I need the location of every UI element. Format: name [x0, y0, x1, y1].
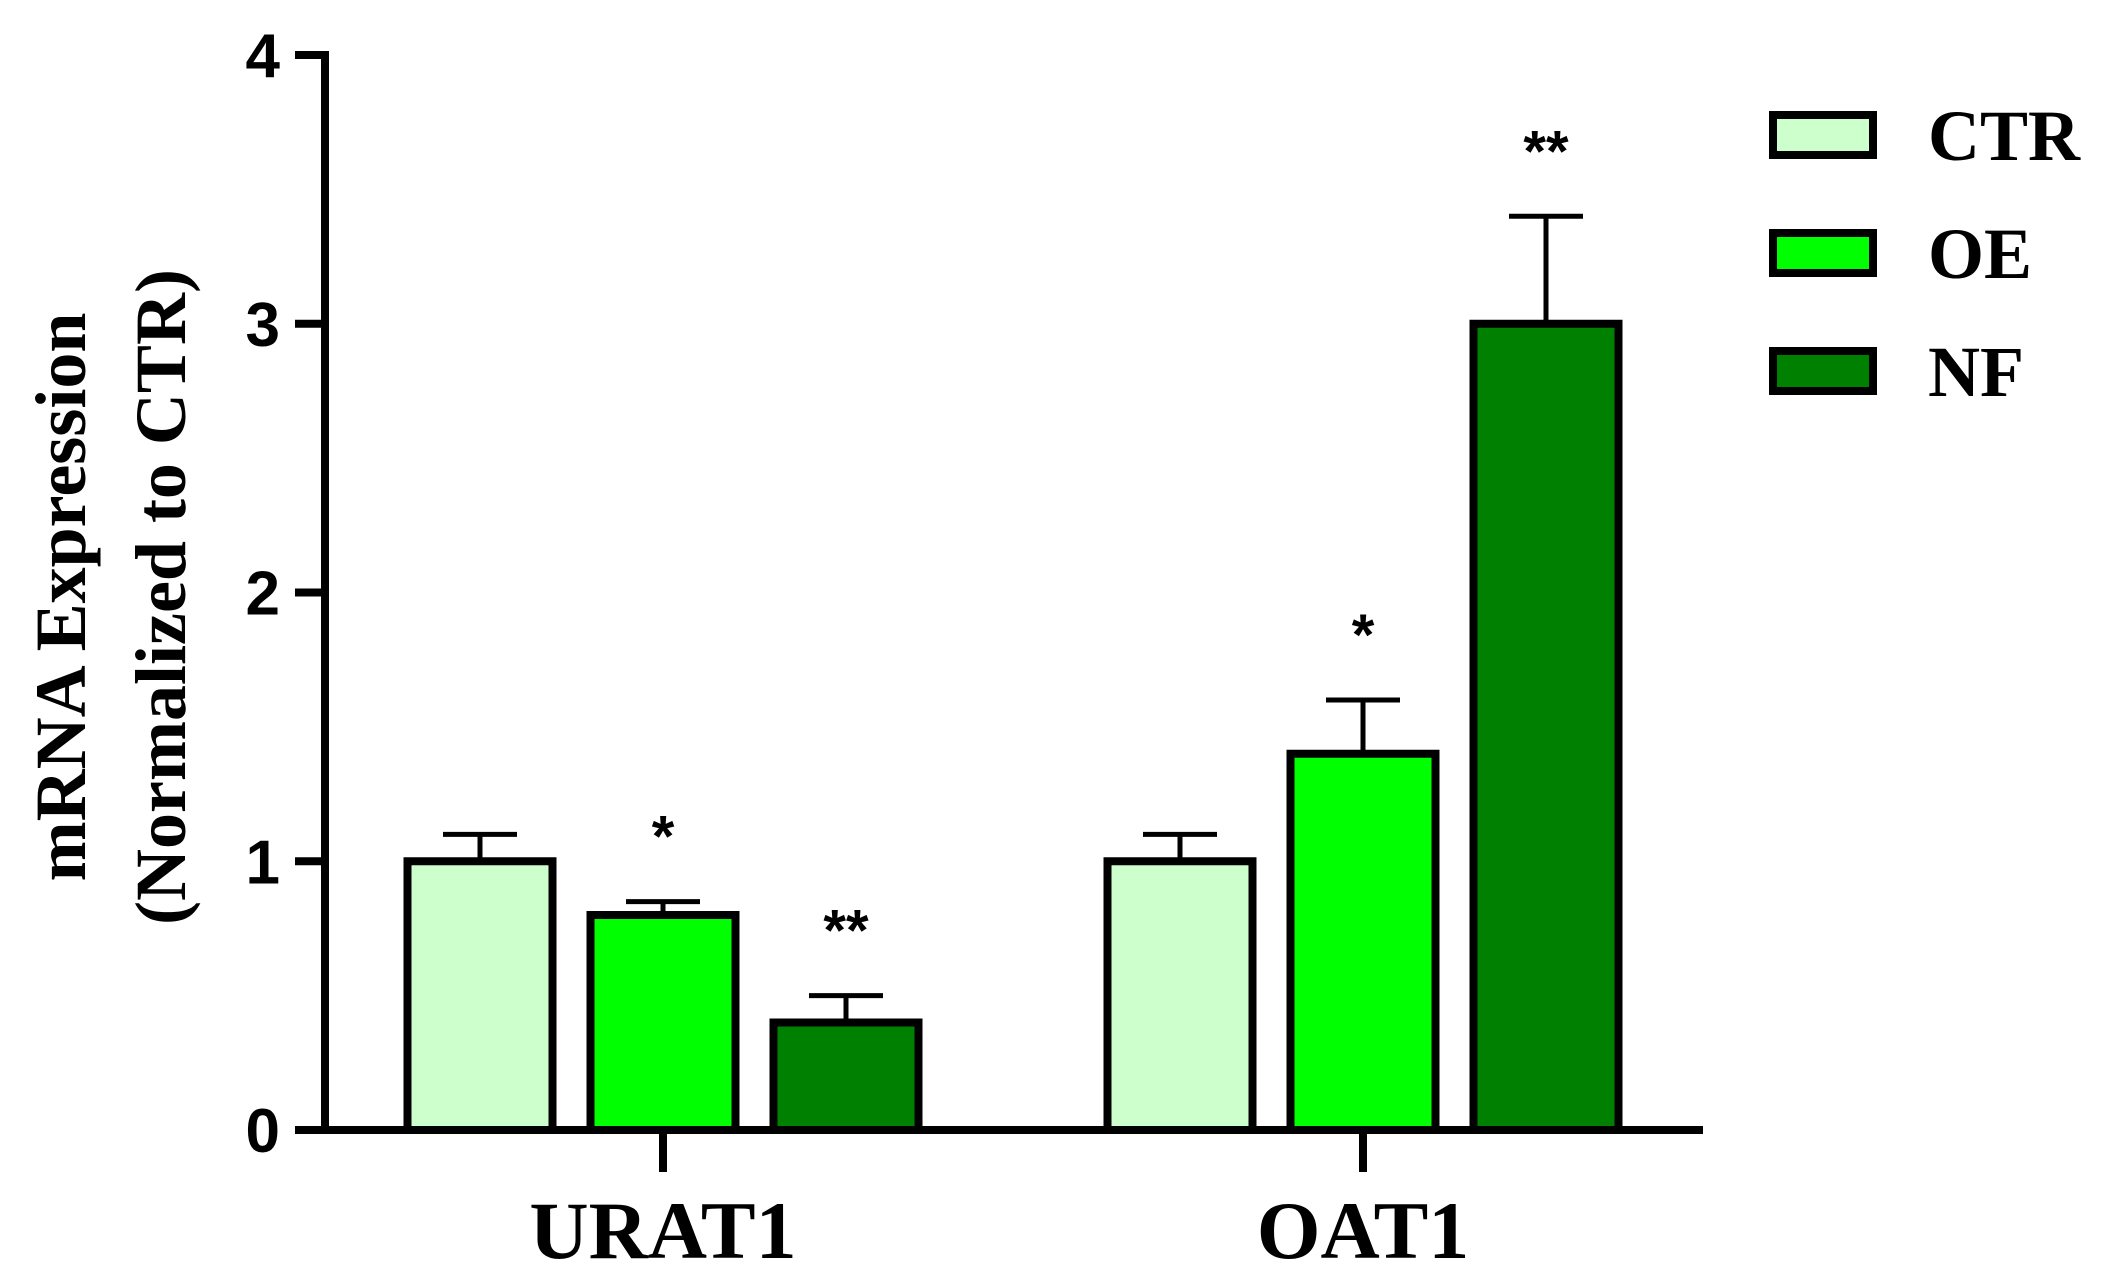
- legend-label-oe: OE: [1928, 214, 2032, 294]
- bar-oe-urat1: [586, 911, 740, 1134]
- bars: [403, 319, 1623, 1134]
- significance-label: *: [652, 805, 675, 870]
- legend-swatch-nf: [1769, 347, 1877, 395]
- legend-swatch-ctr: [1769, 111, 1877, 159]
- bar-nf-urat1: [769, 1018, 923, 1134]
- y-axis-title: mRNA Expression (Normalized to CTR): [21, 269, 201, 925]
- y-axis-title-line2: (Normalized to CTR): [121, 269, 201, 925]
- x-tick-label-oat1: OAT1: [1257, 1185, 1470, 1276]
- x-tick-label-urat1: URAT1: [529, 1185, 796, 1276]
- error-bars: [443, 213, 1583, 1023]
- legend-label-ctr: CTR: [1928, 96, 2081, 176]
- legend: CTR OE NF: [1769, 96, 2081, 412]
- bar-ctr-oat1: [1103, 857, 1257, 1134]
- y-tick-label: 4: [246, 22, 281, 91]
- significance-labels: ******: [652, 119, 1569, 963]
- significance-label: **: [1523, 119, 1569, 184]
- y-tick-label: 0: [246, 1097, 280, 1166]
- significance-label: **: [823, 899, 869, 964]
- y-tick-label: 1: [246, 828, 280, 897]
- legend-label-nf: NF: [1928, 332, 2024, 412]
- y-axis-title-line1: mRNA Expression: [21, 313, 101, 882]
- y-ticks: 0 1 2 3 4: [246, 22, 325, 1166]
- y-tick-label: 2: [246, 560, 280, 629]
- bar-oe-oat1: [1286, 749, 1440, 1134]
- legend-swatch-oe: [1769, 229, 1877, 277]
- significance-label: *: [1352, 603, 1375, 668]
- y-tick-label: 3: [246, 291, 280, 360]
- bar-ctr-urat1: [403, 857, 557, 1134]
- x-tick-labels: URAT1 OAT1: [529, 1130, 1469, 1276]
- bar-nf-oat1: [1469, 319, 1623, 1134]
